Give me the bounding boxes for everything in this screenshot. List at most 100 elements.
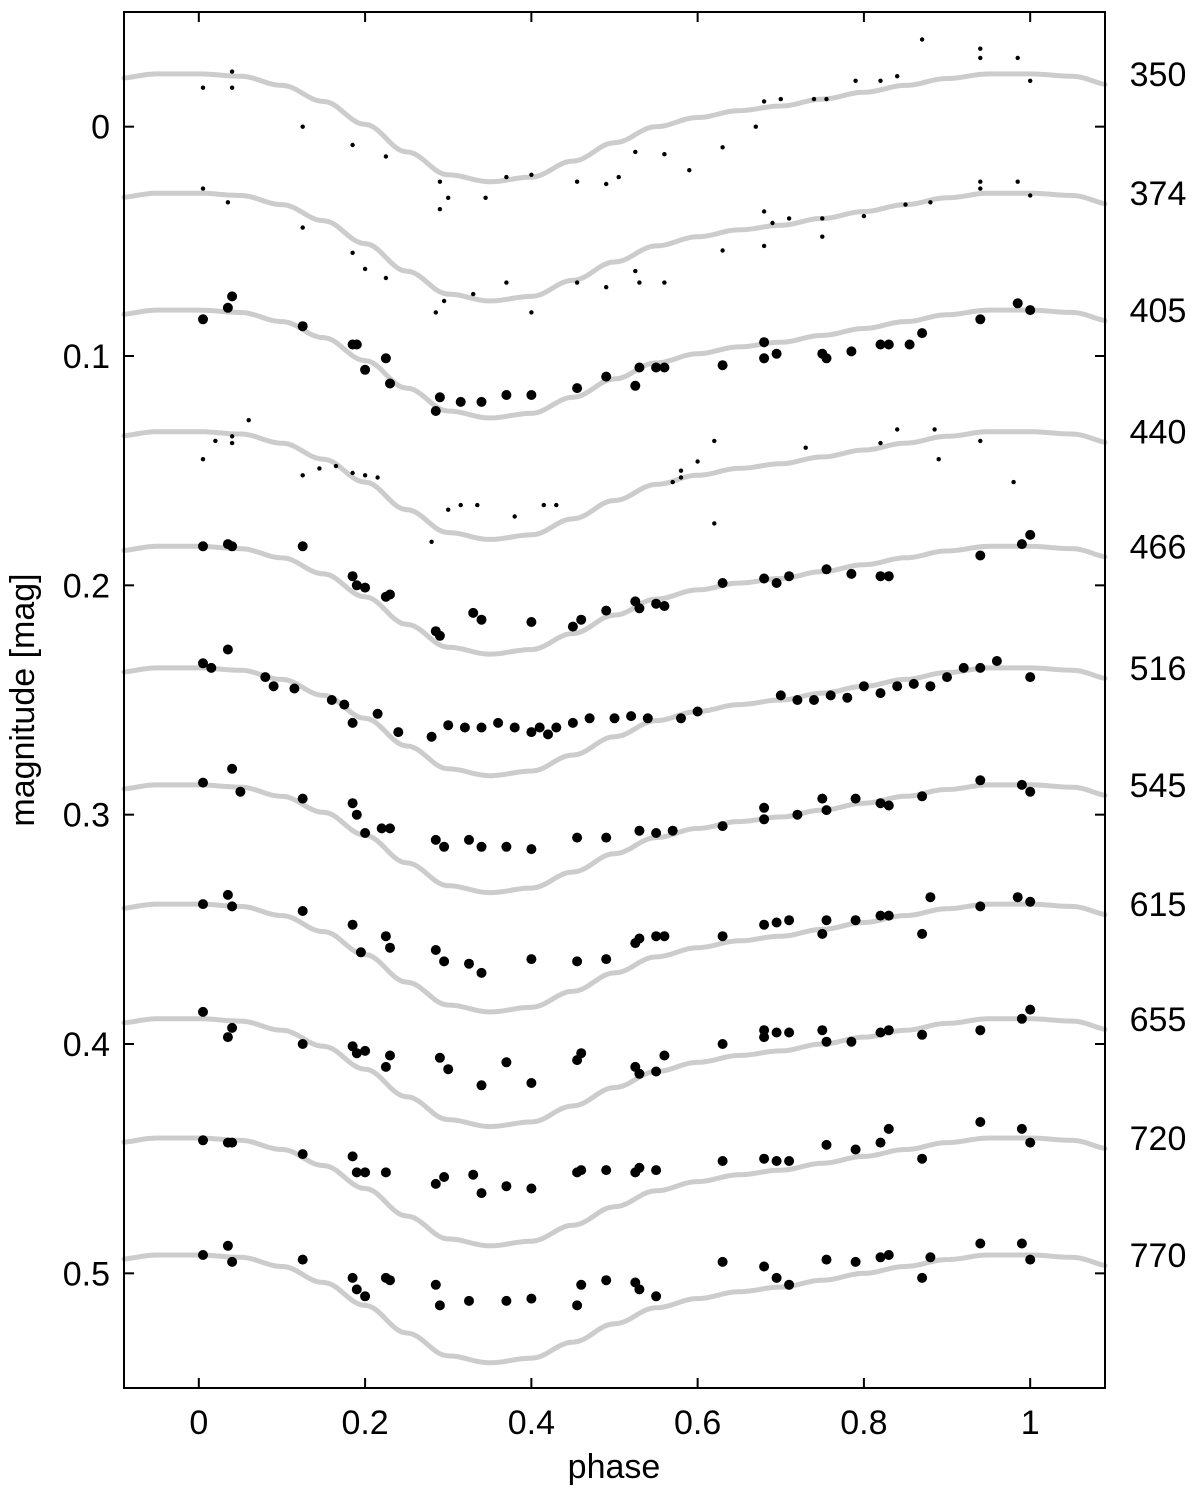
model-curves: [121, 71, 1108, 1366]
data-point-545-13: [501, 841, 512, 852]
data-point-350-29: [978, 55, 983, 61]
data-point-440-1: [213, 438, 218, 444]
model-curve-545: [121, 782, 1108, 896]
data-point-615-10: [464, 958, 474, 969]
data-point-615-28: [917, 928, 928, 939]
data-point-770-13: [526, 1293, 537, 1304]
data-point-374-14: [637, 280, 642, 285]
data-point-350-13: [604, 181, 609, 187]
data-point-374-7: [441, 298, 447, 304]
data-point-770-1: [222, 1240, 233, 1251]
data-point-405-21: [717, 360, 728, 371]
data-point-655-3: [297, 1039, 308, 1049]
data-point-545-20: [717, 821, 728, 832]
data-point-350-18: [720, 145, 725, 150]
data-point-615-30: [975, 901, 986, 912]
data-point-440-26: [895, 427, 900, 432]
data-point-374-13: [633, 268, 638, 274]
data-point-770-25: [850, 1256, 861, 1267]
model-curve-405: [121, 307, 1108, 421]
data-point-405-0: [198, 314, 208, 325]
y-tick-label-2: 0.2: [63, 567, 110, 605]
data-point-516-41: [991, 656, 1002, 666]
data-point-350-6: [437, 179, 443, 184]
data-point-545-16: [601, 832, 612, 843]
data-point-615-19: [717, 931, 728, 942]
x-tick-label-2: 0.4: [508, 1404, 555, 1442]
data-point-405-32: [975, 314, 986, 325]
data-point-615-24: [821, 915, 832, 926]
data-point-720-25: [850, 1144, 861, 1155]
data-point-545-23: [792, 809, 803, 820]
data-point-770-28: [917, 1272, 928, 1283]
data-point-545-22: [759, 814, 770, 825]
data-point-405-6: [360, 364, 371, 375]
x-tick-label-5: 1: [1021, 1404, 1040, 1442]
data-point-545-6: [360, 828, 371, 838]
data-point-516-13: [459, 722, 470, 733]
y-tick-label-5: 0.5: [63, 1255, 110, 1293]
data-point-405-26: [821, 353, 832, 364]
series-label-405: 405: [1130, 292, 1187, 330]
data-point-545-5: [351, 809, 362, 820]
data-point-720-26: [875, 1137, 886, 1148]
data-point-440-14: [475, 502, 480, 508]
data-point-374-10: [529, 310, 534, 315]
data-point-655-7: [380, 1061, 391, 1072]
data-point-374-21: [820, 216, 825, 221]
data-point-770-30: [975, 1238, 986, 1249]
data-point-720-11: [476, 1188, 487, 1199]
data-point-405-2: [227, 291, 238, 302]
data-point-405-16: [601, 371, 612, 382]
data-point-350-14: [616, 174, 621, 180]
model-curve-615: [121, 901, 1108, 1015]
data-point-545-10: [439, 841, 450, 852]
data-point-545-27: [875, 798, 886, 809]
data-point-350-3: [300, 124, 305, 129]
data-point-655-12: [501, 1057, 512, 1068]
data-point-374-2: [300, 225, 305, 230]
data-point-440-27: [932, 427, 937, 432]
data-point-466-28: [883, 571, 894, 582]
data-point-516-30: [809, 695, 819, 705]
data-point-405-17: [630, 380, 641, 391]
data-point-466-3: [297, 541, 308, 552]
data-point-374-24: [903, 202, 908, 207]
data-point-405-34: [1025, 305, 1036, 316]
model-curve-466: [121, 543, 1108, 657]
data-point-655-13: [526, 1078, 537, 1088]
data-point-405-11: [455, 396, 466, 407]
data-point-720-23: [784, 1156, 795, 1166]
data-point-720-24: [821, 1139, 832, 1150]
axis-ticks: 0 0.2 0.4 0.6 0.8 1 0 0.1 0.2 0.3 0.4 0.5: [63, 12, 1105, 1442]
data-point-615-23: [817, 928, 828, 939]
model-curve-440: [121, 429, 1108, 542]
series-label-545: 545: [1130, 767, 1187, 805]
data-point-374-8: [471, 291, 476, 297]
data-point-545-21: [759, 802, 770, 813]
data-point-466-22: [759, 573, 770, 584]
data-point-350-30: [1015, 55, 1020, 61]
data-point-545-32: [1025, 786, 1036, 797]
data-point-655-27: [846, 1036, 857, 1047]
data-point-374-16: [720, 248, 725, 253]
data-point-516-15: [493, 717, 504, 728]
data-point-440-28: [936, 457, 941, 462]
series-label-720: 720: [1130, 1120, 1187, 1158]
data-point-405-12: [476, 396, 487, 407]
plot-frame: [123, 11, 1106, 1389]
data-point-516-32: [842, 692, 853, 703]
data-point-516-7: [339, 699, 350, 710]
data-point-655-15: [576, 1048, 587, 1059]
data-point-516-16: [509, 722, 520, 733]
data-point-545-25: [821, 805, 832, 816]
data-point-516-20: [551, 722, 562, 733]
data-point-770-0: [198, 1250, 208, 1260]
data-point-615-18: [659, 931, 670, 942]
y-tick-label-0: 0: [91, 109, 110, 147]
data-point-405-1: [222, 302, 233, 313]
data-point-655-29: [883, 1025, 894, 1036]
data-point-516-17: [526, 727, 537, 738]
data-point-720-7: [380, 1167, 391, 1178]
